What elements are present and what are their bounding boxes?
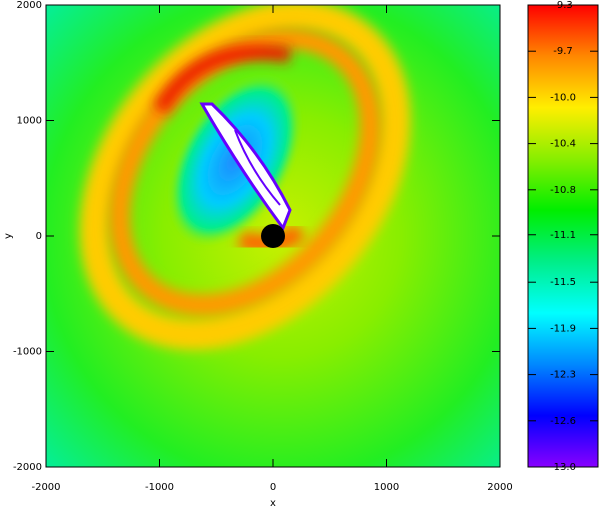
colorbar-tick-label: -9.7 [553,46,573,57]
colorbar-tick-label: -12.3 [550,370,576,381]
colorbar-tick-label: -13.0 [550,462,576,473]
colorbar-tick-label: -11.5 [550,277,576,288]
x-tick-label: 0 [270,482,276,493]
y-tick-label: 0 [36,231,42,242]
colorbar-tick-label: -10.8 [550,185,576,196]
colorbar [527,4,599,468]
colorbar-tick-label: -11.9 [550,323,576,334]
y-axis-label: y [3,233,14,239]
colorbar-tick-label: -9.3 [553,0,573,11]
x-tick-label: -1000 [145,482,174,493]
colorbar-tick-label: -10.0 [550,92,576,103]
x-tick-label: 1000 [374,482,399,493]
colorbar-tick-label: -10.4 [550,139,576,150]
x-tick-label: 2000 [487,482,512,493]
x-tick-label: -2000 [31,482,60,493]
y-tick-label: -2000 [13,462,42,473]
colorbar-tick-label: -11.1 [550,230,576,241]
x-axis-label: x [270,498,276,509]
colorbar-tick-label: -12.6 [550,416,576,427]
heatmap [46,5,500,467]
y-tick-label: 2000 [17,0,42,11]
y-tick-label: 1000 [17,116,42,127]
y-tick-label: -1000 [13,347,42,358]
